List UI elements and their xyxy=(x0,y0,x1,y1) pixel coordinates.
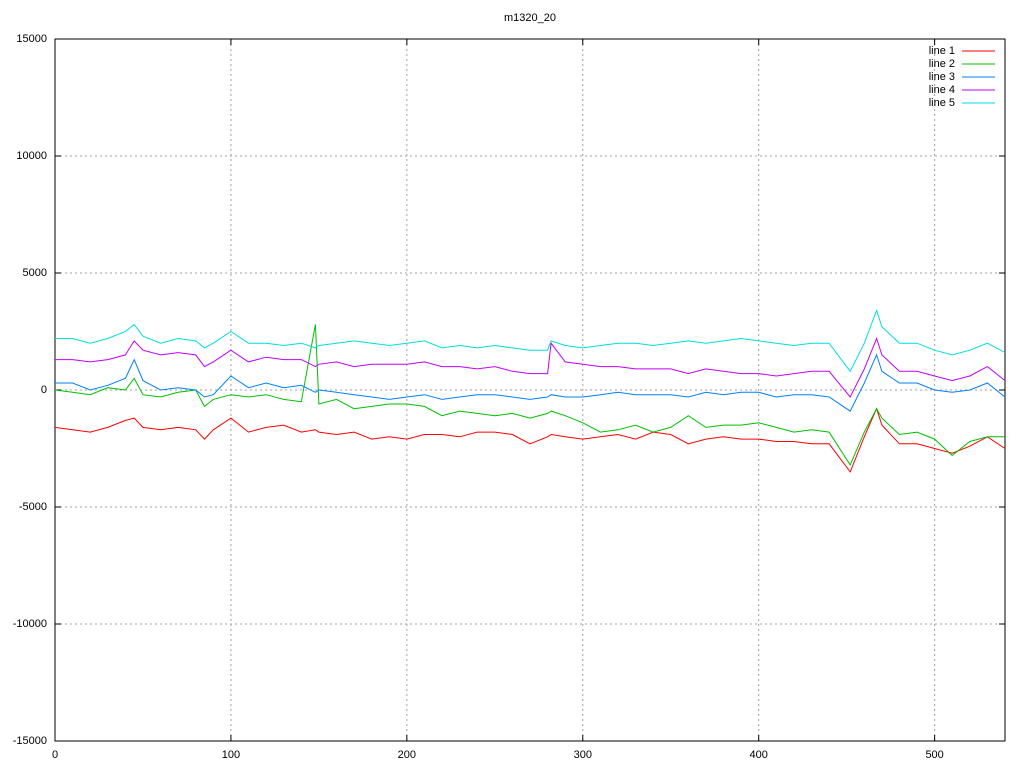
y-tick-label: -10000 xyxy=(13,618,47,630)
legend-label: line 2 xyxy=(929,58,955,70)
legend-label: line 1 xyxy=(929,45,955,57)
legend-label: line 3 xyxy=(929,71,955,83)
x-tick-label: 400 xyxy=(750,749,768,761)
y-tick-label: -15000 xyxy=(13,735,47,747)
x-tick-label: 500 xyxy=(925,749,943,761)
y-tick-label: 15000 xyxy=(16,33,47,45)
chart-title: m1320_20 xyxy=(504,12,556,24)
data-line xyxy=(54,324,1005,466)
data-line xyxy=(55,337,1006,398)
x-tick-label: 200 xyxy=(398,749,416,761)
y-tick-label: 0 xyxy=(41,384,47,396)
data-line xyxy=(55,353,1006,412)
x-tick-label: 0 xyxy=(52,749,58,761)
y-tick-label: 5000 xyxy=(23,267,47,279)
legend-label: line 5 xyxy=(929,97,955,109)
y-tick-label: 10000 xyxy=(16,150,47,162)
data-line xyxy=(55,308,1006,373)
legend-label: line 4 xyxy=(929,84,955,96)
x-tick-label: 300 xyxy=(574,749,592,761)
y-tick-label: -5000 xyxy=(19,501,47,513)
data-line xyxy=(54,407,1006,473)
x-tick-label: 100 xyxy=(222,749,240,761)
